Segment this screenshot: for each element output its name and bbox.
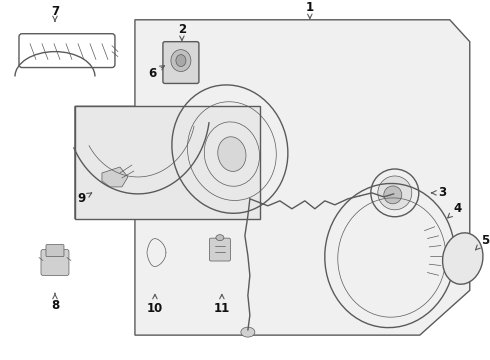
Text: 11: 11 (214, 294, 230, 315)
Text: 2: 2 (178, 23, 186, 40)
Ellipse shape (216, 235, 224, 240)
FancyBboxPatch shape (163, 42, 199, 84)
Text: 4: 4 (448, 202, 462, 218)
Polygon shape (102, 167, 128, 187)
Ellipse shape (378, 176, 412, 210)
Text: 6: 6 (148, 66, 165, 80)
Ellipse shape (384, 186, 402, 204)
Polygon shape (75, 20, 470, 335)
Text: 3: 3 (432, 186, 446, 199)
Text: 10: 10 (147, 294, 163, 315)
Ellipse shape (442, 233, 483, 284)
Text: 5: 5 (475, 234, 489, 250)
Text: 8: 8 (51, 293, 59, 312)
FancyBboxPatch shape (41, 249, 69, 275)
Text: 1: 1 (306, 1, 314, 19)
FancyBboxPatch shape (209, 238, 230, 261)
Polygon shape (75, 106, 260, 219)
Ellipse shape (171, 50, 191, 72)
Ellipse shape (176, 55, 186, 67)
Ellipse shape (241, 327, 255, 337)
Ellipse shape (218, 137, 246, 171)
FancyBboxPatch shape (46, 244, 64, 257)
Text: 9: 9 (78, 192, 92, 205)
Text: 7: 7 (51, 5, 59, 21)
